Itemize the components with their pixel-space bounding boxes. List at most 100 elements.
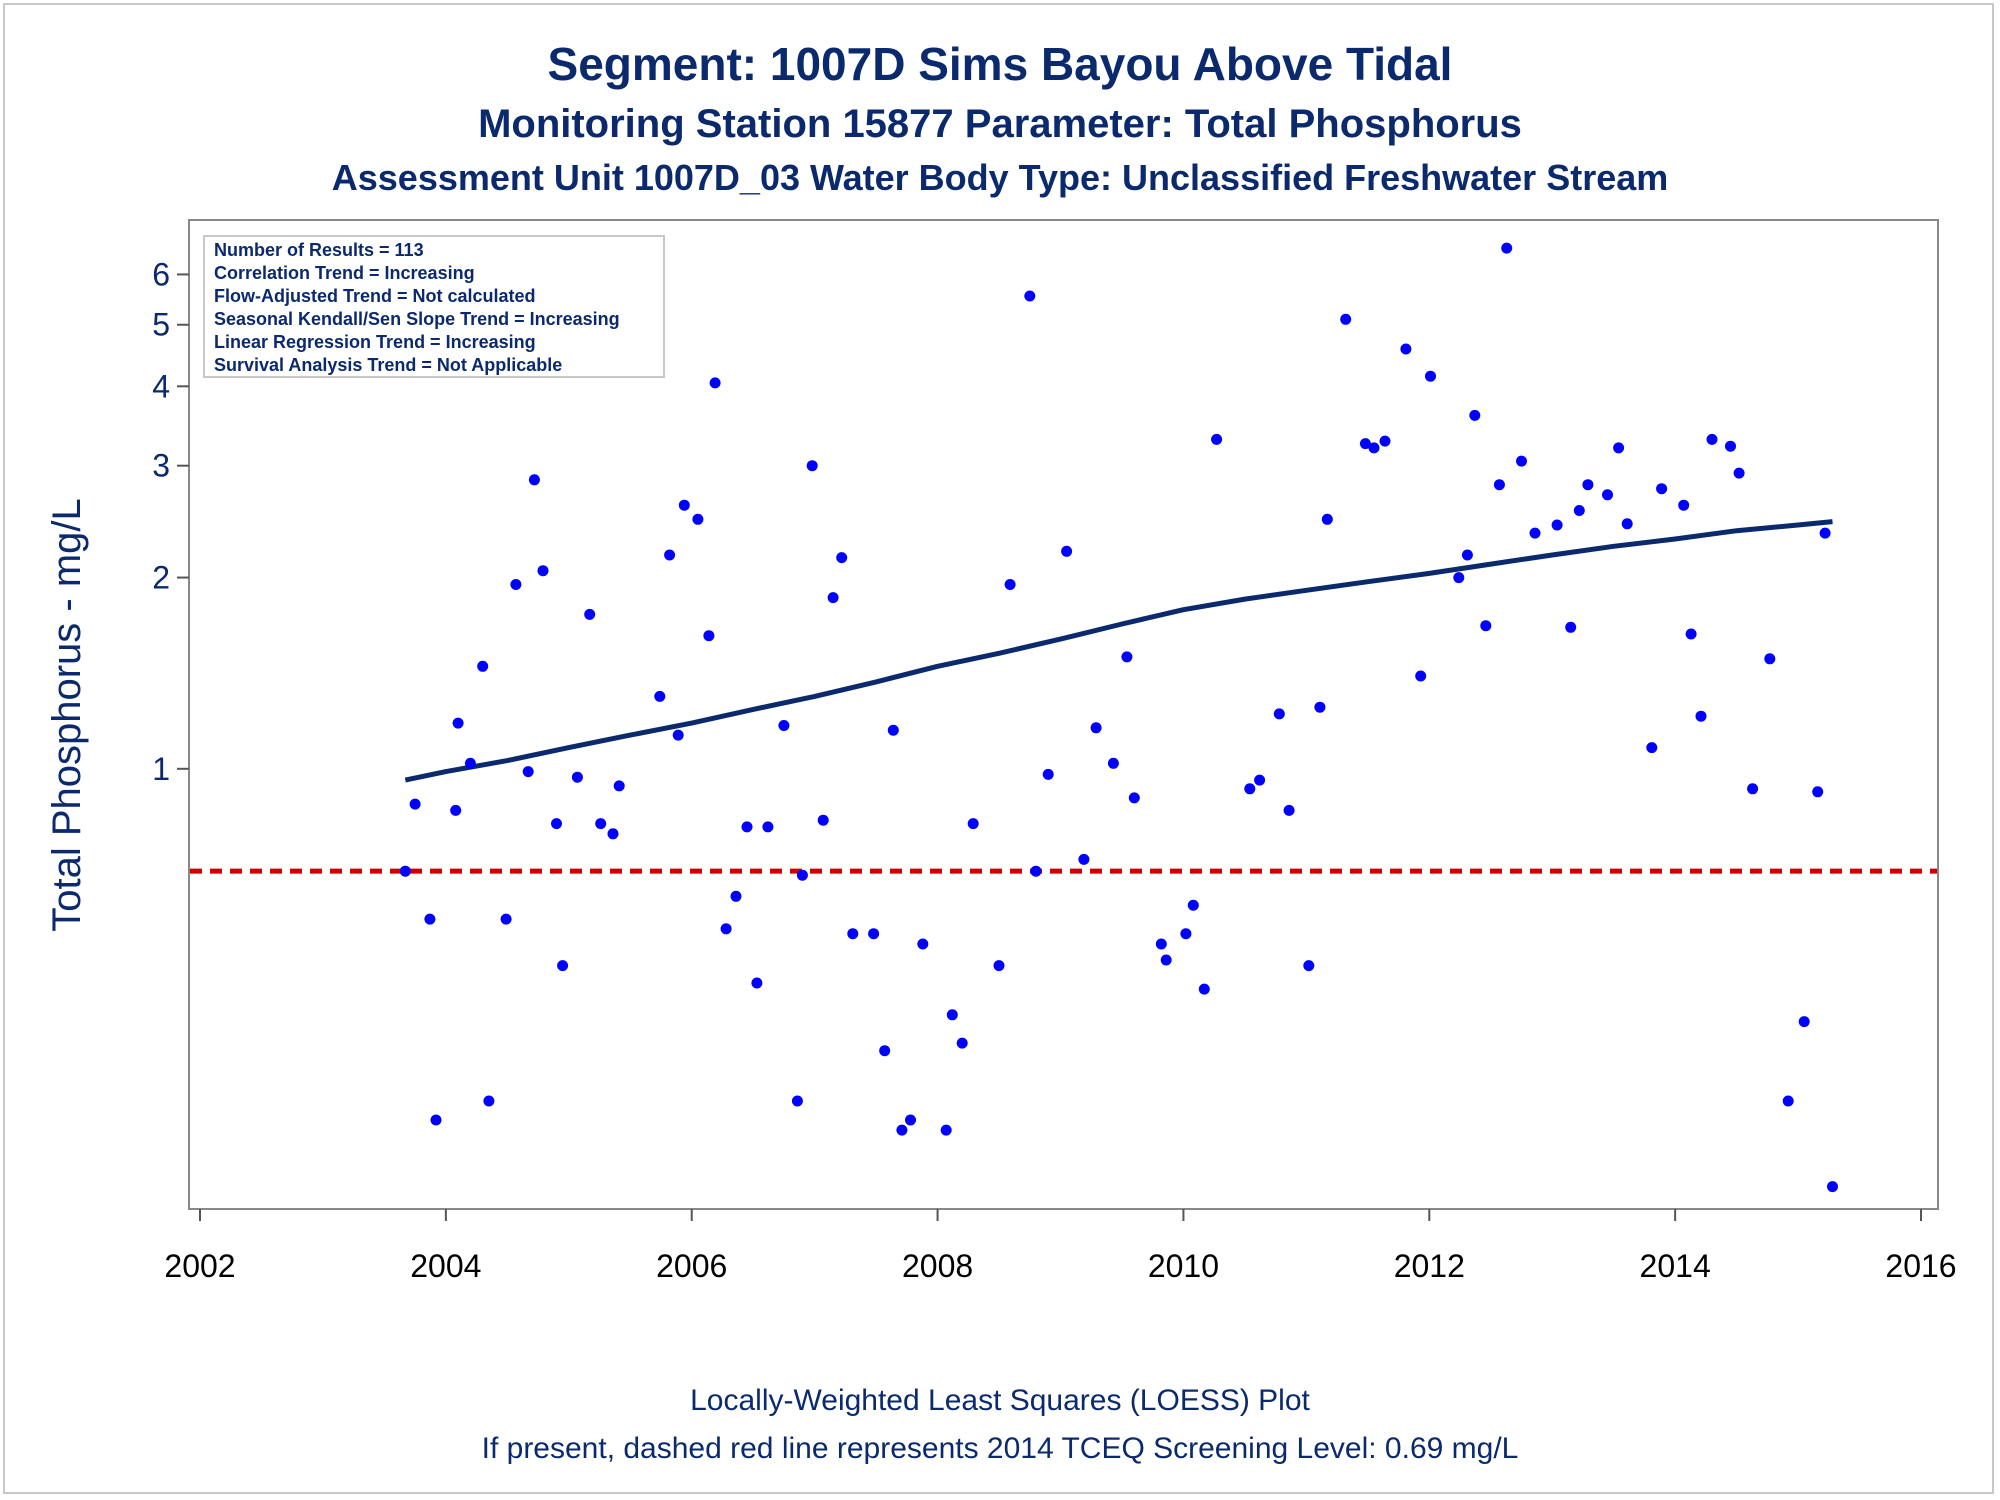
data-point (595, 818, 607, 830)
stat-seasonal-kendall-trend: Seasonal Kendall/Sen Slope Trend = Incre… (214, 309, 620, 329)
data-point (1211, 433, 1223, 445)
data-point (424, 913, 436, 925)
data-point (1042, 768, 1054, 780)
data-point (1551, 519, 1563, 531)
data-points (399, 242, 1838, 1193)
data-point (1480, 620, 1492, 632)
data-point (557, 960, 569, 972)
data-point (1764, 653, 1776, 665)
chart-subtitle-station: Monitoring Station 15877 Parameter: Tota… (478, 102, 1522, 146)
data-point (1747, 783, 1759, 795)
data-point (1565, 621, 1577, 633)
data-point (709, 377, 721, 389)
data-point (1359, 438, 1371, 450)
data-point (703, 630, 715, 642)
data-point (1613, 442, 1625, 454)
data-point (654, 690, 666, 702)
stats-box: Number of Results = 113 Correlation Tren… (203, 235, 665, 378)
data-point (1827, 1181, 1838, 1193)
data-point (1695, 710, 1707, 722)
data-point (1461, 549, 1473, 561)
stat-survival-analysis-trend: Survival Analysis Trend = Not Applicable (214, 355, 562, 375)
data-point (1254, 774, 1266, 786)
x-tick-label: 2004 (410, 1248, 481, 1284)
data-point (607, 828, 619, 840)
data-point (1582, 479, 1594, 491)
data-point (1516, 455, 1527, 467)
footer-loess-note: Locally-Weighted Least Squares (LOESS) P… (690, 1384, 1310, 1417)
data-point (993, 960, 1005, 972)
data-point (1812, 786, 1824, 798)
data-point (672, 729, 684, 741)
x-tick-label: 2008 (902, 1248, 973, 1284)
data-point (1685, 628, 1697, 640)
data-point (1061, 545, 1073, 557)
data-point (1678, 499, 1690, 511)
data-point (879, 1045, 891, 1057)
data-point (1656, 483, 1668, 495)
y-tick-label: 1 (152, 751, 170, 787)
data-point (1798, 1016, 1810, 1028)
data-point (1121, 651, 1133, 663)
data-point (1733, 467, 1745, 479)
data-point (946, 1009, 958, 1021)
data-point (528, 474, 540, 486)
stat-number-of-results: Number of Results = 113 (214, 240, 424, 260)
data-point (1425, 370, 1436, 382)
data-point (1529, 527, 1541, 539)
data-point (1198, 983, 1210, 995)
data-point (1725, 440, 1736, 452)
data-point (1453, 572, 1465, 584)
data-point (692, 513, 704, 525)
x-tick-label: 2014 (1640, 1248, 1711, 1284)
stat-correlation-trend: Correlation Trend = Increasing (214, 263, 475, 283)
data-point (1244, 783, 1256, 795)
data-point (1573, 505, 1585, 516)
data-point (778, 720, 790, 731)
chart-subtitle-assessment: Assessment Unit 1007D_03 Water Body Type… (332, 157, 1669, 198)
data-point (522, 766, 534, 778)
data-point (1782, 1095, 1794, 1107)
data-point (1469, 409, 1481, 421)
data-point (1273, 708, 1285, 720)
data-point (817, 814, 829, 826)
data-point (1379, 435, 1391, 447)
data-point (537, 565, 549, 577)
x-tick-label: 2010 (1148, 1248, 1219, 1284)
data-point (1283, 804, 1295, 816)
data-point (1621, 518, 1633, 530)
data-point (1180, 928, 1192, 940)
stat-linear-regression-trend: Linear Regression Trend = Increasing (214, 332, 536, 352)
data-point (409, 798, 421, 810)
data-point (796, 869, 808, 881)
footer-screening-note: If present, dashed red line represents 2… (482, 1432, 1519, 1465)
data-point (720, 923, 732, 935)
data-point (1090, 722, 1102, 734)
data-point (1314, 701, 1326, 713)
data-point (510, 579, 522, 590)
data-point (1321, 513, 1333, 525)
data-point (483, 1095, 495, 1107)
data-point (1004, 579, 1016, 590)
data-point (500, 913, 512, 925)
data-point (1706, 433, 1718, 445)
data-point (762, 821, 774, 833)
data-point (1340, 313, 1352, 325)
data-point (571, 771, 583, 783)
data-point (1400, 343, 1412, 355)
x-tick-label: 2012 (1394, 1248, 1465, 1284)
data-point (464, 757, 476, 769)
x-axis: 2002 2004 2006 2008 2010 2012 2014 2016 (164, 1209, 1957, 1284)
y-tick-label: 6 (152, 256, 170, 292)
data-point (1415, 670, 1427, 682)
data-point (678, 499, 690, 511)
y-axis-label: Total Phosphorus - mg/L (45, 498, 89, 932)
data-point (1303, 960, 1315, 972)
data-point (584, 608, 596, 620)
y-tick-label: 3 (152, 448, 170, 484)
x-tick-label: 2016 (1885, 1248, 1956, 1284)
data-point (791, 1095, 803, 1107)
y-tick-label: 5 (152, 307, 170, 343)
data-point (1646, 742, 1658, 754)
